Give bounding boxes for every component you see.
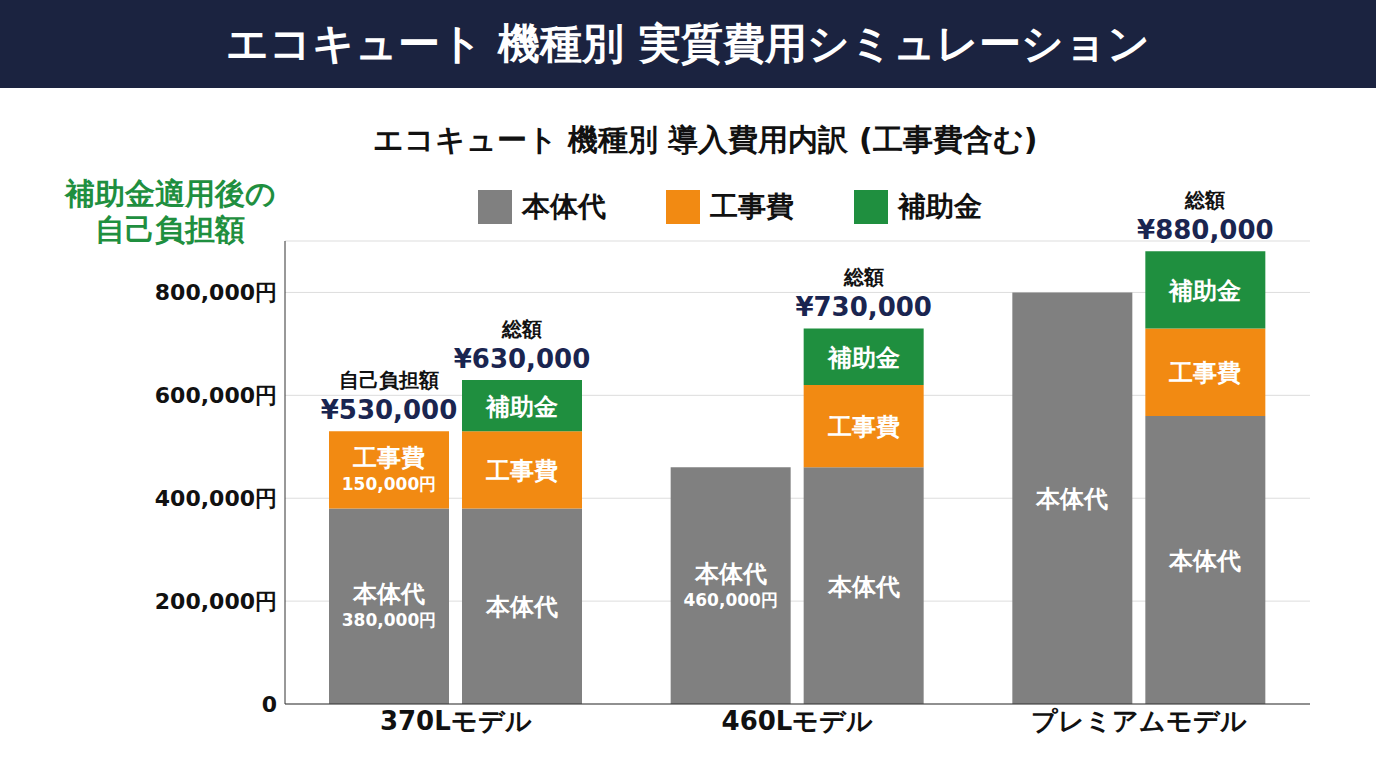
- svg-text:本体代: 本体代: [352, 580, 425, 608]
- svg-text:600,000円: 600,000円: [155, 383, 277, 408]
- svg-text:460Lモデル: 460Lモデル: [722, 706, 874, 736]
- svg-text:工事費: 工事費: [485, 457, 558, 485]
- svg-text:¥730,000: ¥730,000: [795, 292, 932, 322]
- svg-text:¥630,000: ¥630,000: [454, 344, 591, 374]
- svg-text:150,000円: 150,000円: [342, 474, 436, 494]
- svg-text:補助金: 補助金: [1168, 277, 1241, 305]
- svg-text:本体代: 本体代: [827, 573, 900, 601]
- svg-text:工事費: 工事費: [1168, 359, 1241, 387]
- svg-text:自己負担額: 自己負担額: [339, 368, 439, 392]
- html-text:エコキュート 機種別 実質費用シミュレーション: エコキュート 機種別 実質費用シミュレーション: [226, 19, 1150, 68]
- svg-text:本体代: 本体代: [694, 560, 767, 588]
- svg-text:補助金: 補助金: [827, 344, 900, 372]
- html-text:補助金適用後の自己負担額: 補助金適用後の自己負担額: [64, 176, 276, 247]
- html-text:工事費: 工事費: [710, 190, 794, 223]
- svg-text:¥530,000: ¥530,000: [321, 395, 458, 425]
- svg-text:プレミアムモデル: プレミアムモデル: [1031, 706, 1247, 736]
- svg-text:総額: 総額: [1184, 188, 1225, 212]
- svg-text:200,000円: 200,000円: [155, 589, 277, 614]
- svg-text:400,000円: 400,000円: [155, 486, 277, 511]
- svg-text:370Lモデル: 370Lモデル: [380, 706, 532, 736]
- svg-text:380,000円: 380,000円: [342, 610, 436, 630]
- svg-text:本体代: 本体代: [485, 593, 558, 621]
- html-text:補助金: 補助金: [898, 190, 982, 223]
- svg-text:800,000円: 800,000円: [155, 280, 277, 305]
- svg-text:0: 0: [262, 692, 277, 717]
- svg-text:本体代: 本体代: [1035, 485, 1108, 513]
- svg-text:補助金: 補助金: [485, 393, 558, 421]
- svg-text:総額: 総額: [501, 317, 542, 341]
- svg-text:工事費: 工事費: [827, 413, 900, 441]
- svg-text:本体代: 本体代: [1168, 547, 1241, 575]
- svg-text:工事費: 工事費: [352, 444, 425, 472]
- html-text:本体代: 本体代: [522, 190, 606, 223]
- svg-text:総額: 総額: [843, 265, 884, 289]
- svg-text:¥880,000: ¥880,000: [1137, 215, 1274, 245]
- svg-text:460,000円: 460,000円: [683, 590, 777, 610]
- html-text:エコキュート 機種別 導入費用内訳 (工事費含む): エコキュート 機種別 導入費用内訳 (工事費含む): [372, 122, 1038, 157]
